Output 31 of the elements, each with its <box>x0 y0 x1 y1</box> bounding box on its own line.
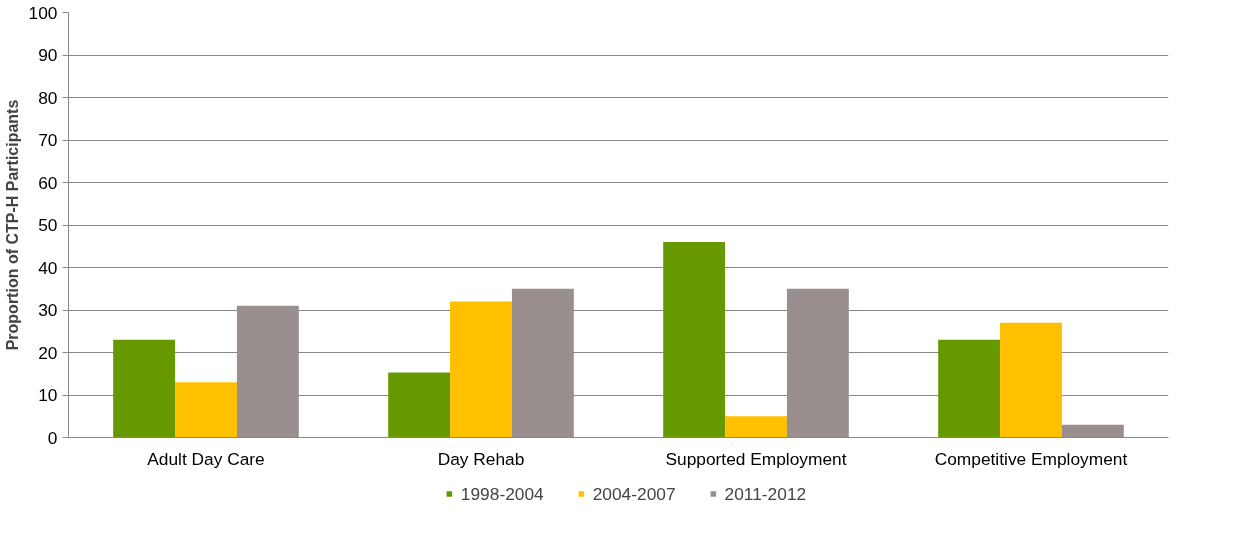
bar <box>113 339 176 438</box>
y-tick-label: 100 <box>28 2 58 23</box>
y-tick-label: 0 <box>47 427 58 448</box>
bar <box>725 416 787 438</box>
bar <box>388 372 451 438</box>
y-tick-label: 10 <box>38 385 58 405</box>
x-tick-label: Supported Employment <box>665 448 847 469</box>
y-tick-label: 50 <box>38 215 58 235</box>
y-tick-label: 70 <box>38 130 58 150</box>
bar <box>1061 424 1124 438</box>
bar <box>786 288 849 438</box>
y-tick-label: 30 <box>38 300 58 320</box>
bar <box>938 339 1001 438</box>
legend-label: 2004-2007 <box>592 483 676 504</box>
bar <box>663 242 726 438</box>
bar <box>236 305 299 438</box>
legend-label: 2011-2012 <box>724 483 807 504</box>
bar <box>175 382 237 438</box>
bar <box>1000 322 1062 438</box>
bar <box>511 288 574 438</box>
x-tick-label: Adult Day Care <box>147 448 265 469</box>
legend-label: 1998-2004 <box>460 483 544 504</box>
y-tick-label: 40 <box>38 257 58 278</box>
x-tick-label: Competitive Employment <box>934 448 1128 469</box>
x-tick-label: Day Rehab <box>437 448 525 469</box>
y-tick-label: 90 <box>38 45 58 65</box>
y-tick-label: 20 <box>38 342 58 363</box>
y-tick-label: 60 <box>38 172 58 193</box>
y-tick-label: 80 <box>38 87 58 108</box>
y-axis-title: Proportion of CTP-H Participants <box>3 99 21 351</box>
bar <box>450 301 512 438</box>
